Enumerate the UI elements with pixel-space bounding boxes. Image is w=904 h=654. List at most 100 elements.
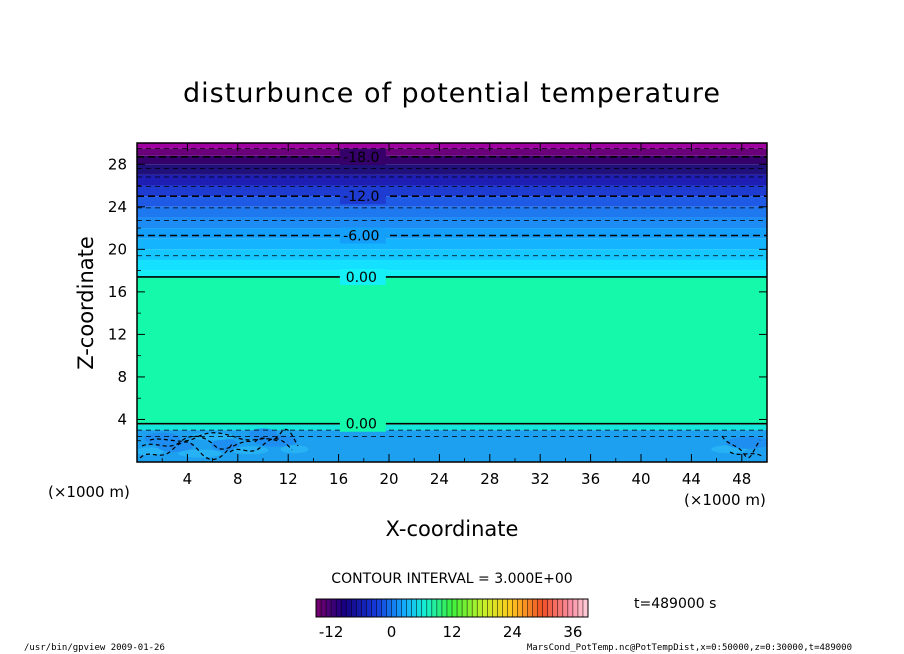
- footer-right: MarsCond_PotTemp.nc@PotTempDist,x=0:5000…: [527, 643, 852, 653]
- colorbar-cell: [331, 599, 337, 617]
- colorbar-cell: [557, 599, 564, 617]
- colorbar-cell: [462, 599, 468, 617]
- colorbar-cell: [477, 599, 483, 617]
- x-tick-label: 44: [682, 470, 701, 488]
- colorbar-cell: [572, 599, 579, 617]
- disturbance-patch: [280, 445, 309, 454]
- colorbar-cell: [371, 599, 377, 617]
- contour-label-bg: [339, 227, 386, 244]
- colorbar-cell: [562, 599, 569, 617]
- colorbar-cell: [472, 599, 478, 617]
- contour-band: [137, 206, 767, 218]
- contour-band: [137, 143, 767, 149]
- colorbar-cell: [527, 599, 533, 617]
- colorbar-cell: [351, 599, 357, 617]
- y-tick-label: 20: [108, 240, 127, 258]
- contour-band: [137, 270, 767, 277]
- contour-label-bg: [339, 188, 386, 205]
- colorbar-cell: [542, 599, 549, 617]
- colorbar-cell: [401, 599, 407, 617]
- disturbance-patch: [232, 446, 269, 455]
- contour-label-bg: [339, 268, 386, 285]
- disturbance-patch: [249, 428, 277, 441]
- colorbar-cell: [492, 599, 498, 617]
- colorbar-cell: [321, 599, 327, 617]
- contour-band: [137, 276, 767, 425]
- colorbar-cell: [441, 599, 448, 617]
- x-tick-label: 20: [379, 470, 398, 488]
- x-tick-label: 8: [233, 470, 243, 488]
- colorbar-cell: [396, 599, 402, 617]
- colorbar-cell: [356, 599, 362, 617]
- contour-labels: -18.0 -12.0 -6.00 0.00 0.00: [339, 148, 386, 433]
- disturbance-patch: [137, 447, 164, 456]
- contour-lines: [137, 147, 767, 437]
- colorbar-cell: [326, 599, 332, 617]
- contour-band: [137, 430, 767, 462]
- contour-fill-bands: [137, 143, 767, 462]
- y-tick-label: 8: [117, 368, 127, 386]
- x-tick-label: 40: [631, 470, 650, 488]
- colorbar-cell: [376, 599, 382, 617]
- disturbance-patch: [726, 436, 767, 449]
- colorbar-cell: [537, 599, 543, 617]
- disturbance-contour: [149, 432, 281, 443]
- colorbar-cell: [502, 599, 508, 617]
- colorbar-tick-label: 24: [503, 623, 522, 641]
- contour-label: -6.00: [343, 229, 379, 245]
- colorbar-cell: [411, 599, 418, 617]
- colorbar-cell: [497, 599, 503, 617]
- colorbar-cell: [336, 599, 342, 617]
- contour-band: [137, 174, 767, 186]
- near-surface-disturbance: [137, 428, 767, 461]
- colorbar-cell: [436, 599, 443, 617]
- contour-band: [137, 249, 767, 260]
- disturbance-patch: [144, 432, 181, 445]
- contour-band: [137, 155, 767, 165]
- x-unit-label: (×1000 m): [684, 491, 766, 509]
- contour-band: [137, 196, 767, 207]
- disturbance-contour: [229, 438, 293, 453]
- contour-label: 0.00: [346, 417, 377, 433]
- y-axis-ticks: 4 8 12 16 20 24 28: [108, 155, 767, 442]
- z-unit-label: (×1000 m): [48, 483, 130, 501]
- contour-band: [137, 259, 767, 271]
- colorbar-cell: [416, 599, 423, 617]
- colorbar-cell: [421, 599, 428, 617]
- colorbar-cell: [406, 599, 413, 617]
- contour-band: [137, 164, 767, 175]
- x-tick-label: 48: [732, 470, 751, 488]
- contour-band: [137, 217, 767, 229]
- colorbar-tick-label: 36: [563, 623, 582, 641]
- disturbance-contour: [139, 441, 233, 461]
- colorbar-cell: [577, 599, 584, 617]
- contour-band: [137, 185, 767, 197]
- contour-label-bg: [339, 148, 386, 165]
- colorbar-cell: [487, 599, 493, 617]
- y-tick-label: 16: [108, 283, 127, 301]
- disturbance-contour: [254, 428, 299, 447]
- contour-band: [137, 424, 767, 431]
- colorbar-cell: [517, 599, 523, 617]
- colorbar-cell: [522, 599, 528, 617]
- colorbar-cell: [532, 599, 538, 617]
- colorbar-cell: [431, 599, 438, 617]
- contour-label: 0.00: [346, 270, 377, 286]
- time-label: t=489000 s: [634, 596, 716, 612]
- colorbar-cell: [512, 599, 518, 617]
- x-axis-label: X-coordinate: [386, 517, 519, 541]
- footer-left: /usr/bin/gpview 2009-01-26: [24, 643, 165, 653]
- y-axis-label: Z-coordinate: [74, 236, 98, 370]
- colorbar-frame: [315, 598, 589, 618]
- colorbar-cell: [341, 599, 347, 617]
- colorbar-tick-label: -12: [319, 623, 344, 641]
- y-tick-label: 28: [108, 155, 127, 173]
- colorbar-cell: [316, 599, 322, 617]
- disturbance-patch: [178, 449, 222, 458]
- plot-frame: [136, 142, 768, 463]
- colorbar-tick-label: 0: [387, 623, 397, 641]
- x-tick-label: 36: [581, 470, 600, 488]
- colorbar-cell: [467, 599, 473, 617]
- colorbar-cell: [547, 599, 554, 617]
- colorbar-tick-label: 12: [442, 623, 461, 641]
